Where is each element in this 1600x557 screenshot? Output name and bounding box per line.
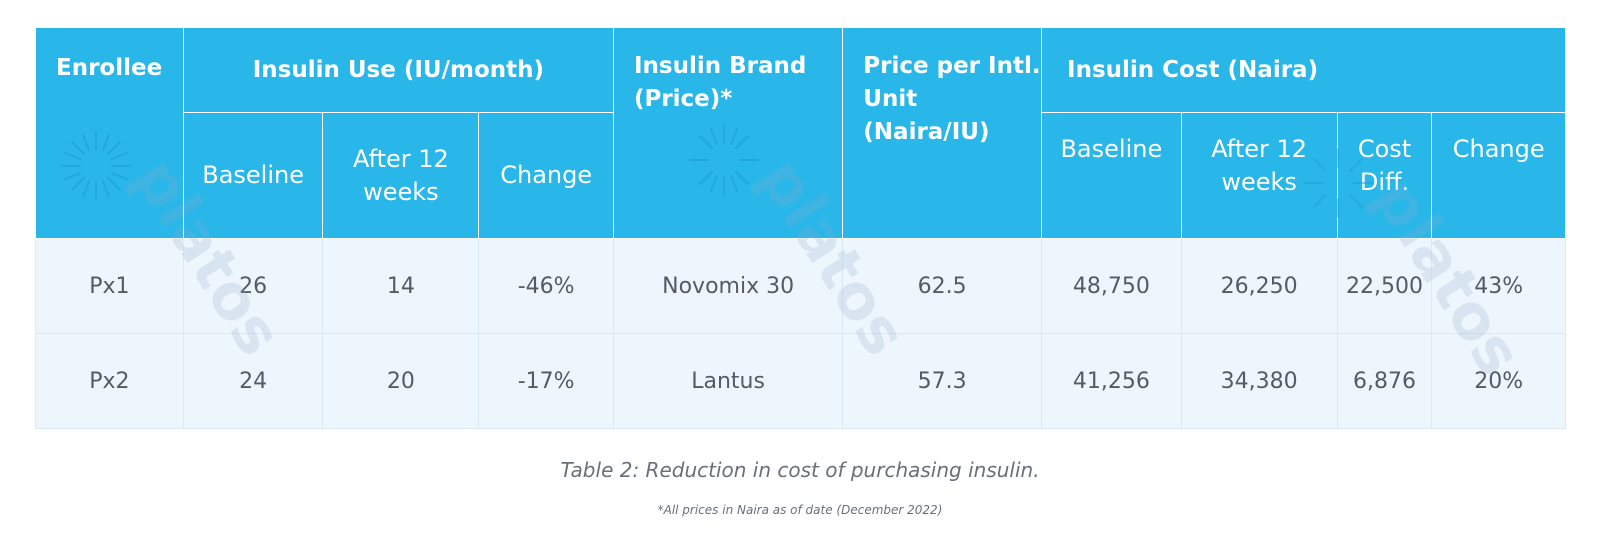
cell-price: 62.5 bbox=[842, 238, 1043, 334]
cell-use-change: -17% bbox=[478, 333, 614, 429]
header-cost-diff: Cost Diff. bbox=[1336, 112, 1433, 239]
cell-use-baseline: 26 bbox=[182, 238, 324, 334]
table-row: Px1 26 14 -46% Novomix 30 62.5 48,750 26… bbox=[35, 238, 1566, 334]
cell-cost-diff: 6,876 bbox=[1336, 333, 1433, 429]
cell-cost-baseline: 48,750 bbox=[1041, 238, 1182, 334]
header-cost-after: After 12 weeks bbox=[1180, 112, 1338, 239]
table-caption: Table 2: Reduction in cost of purchasing… bbox=[560, 458, 1040, 482]
cell-cost-after: 26,250 bbox=[1180, 238, 1338, 334]
header-insulin-brand: Insulin Brand (Price)* bbox=[612, 27, 844, 239]
insulin-cost-table-container: Enrollee Insulin Use (IU/month) Insulin … bbox=[35, 27, 1566, 429]
header-price-per-unit: Price per Intl. Unit (Naira/IU) bbox=[842, 27, 1043, 239]
cell-use-after: 14 bbox=[322, 238, 480, 334]
header-insulin-cost: Insulin Cost (Naira) bbox=[1041, 27, 1566, 113]
cell-cost-diff: 22,500 bbox=[1336, 238, 1433, 334]
cell-brand: Lantus bbox=[612, 333, 844, 429]
header-cost-baseline: Baseline bbox=[1041, 112, 1182, 239]
cell-brand: Novomix 30 bbox=[612, 238, 844, 334]
header-use-change: Change bbox=[478, 112, 614, 239]
cell-enrollee: Px1 bbox=[35, 238, 184, 334]
insulin-cost-table: Enrollee Insulin Use (IU/month) Insulin … bbox=[35, 27, 1566, 429]
cell-use-baseline: 24 bbox=[182, 333, 324, 429]
cell-use-change: -46% bbox=[478, 238, 614, 334]
table-footnote: *All prices in Naira as of date (Decembe… bbox=[657, 503, 943, 517]
table-row: Px2 24 20 -17% Lantus 57.3 41,256 34,380… bbox=[35, 333, 1566, 429]
cell-cost-baseline: 41,256 bbox=[1041, 333, 1182, 429]
header-use-after: After 12 weeks bbox=[322, 112, 480, 239]
header-enrollee: Enrollee bbox=[35, 27, 184, 239]
header-insulin-use: Insulin Use (IU/month) bbox=[182, 27, 614, 113]
header-use-baseline: Baseline bbox=[182, 112, 324, 239]
cell-use-after: 20 bbox=[322, 333, 480, 429]
cell-price: 57.3 bbox=[842, 333, 1043, 429]
cell-cost-change: 20% bbox=[1431, 333, 1566, 429]
cell-enrollee: Px2 bbox=[35, 333, 184, 429]
cell-cost-change: 43% bbox=[1431, 238, 1566, 334]
cell-cost-after: 34,380 bbox=[1180, 333, 1338, 429]
header-cost-change: Change bbox=[1431, 112, 1566, 239]
